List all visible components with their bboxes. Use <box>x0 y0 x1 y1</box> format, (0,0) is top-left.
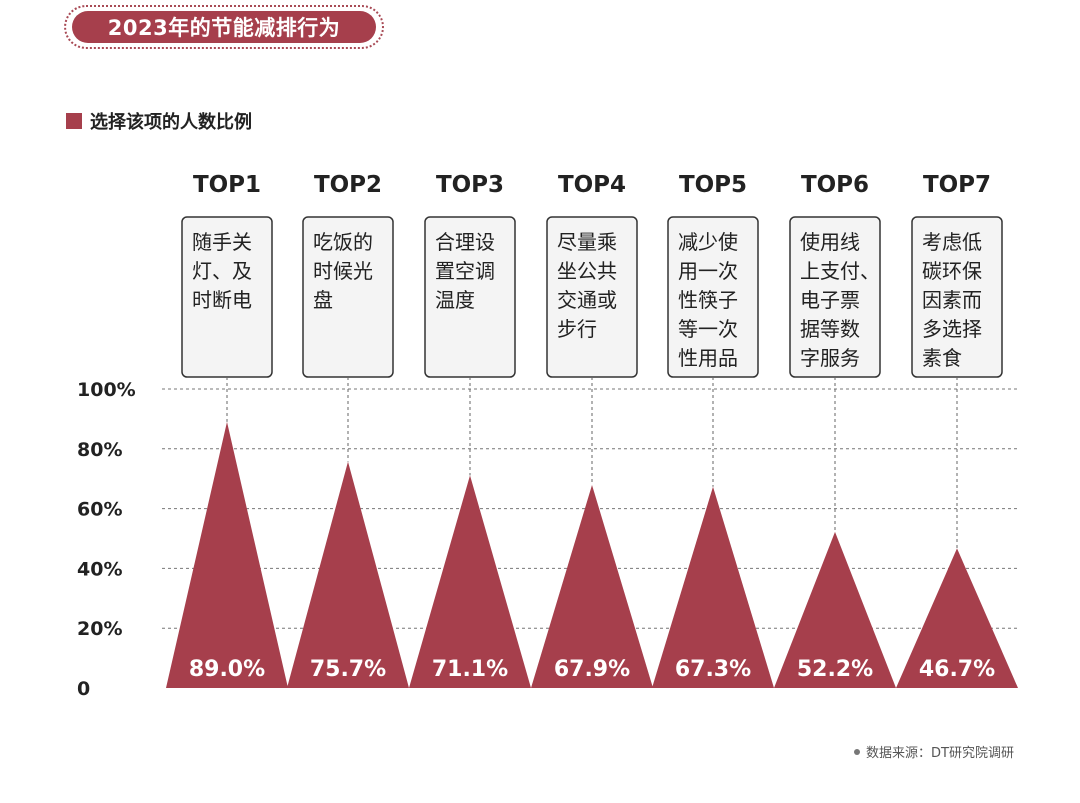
bar <box>531 484 653 688</box>
category-label: 盘 <box>313 288 333 312</box>
category-label: 时候光 <box>313 259 373 283</box>
category-label: 步行 <box>557 317 597 341</box>
y-tick-label: 80% <box>77 439 122 461</box>
category-label: 电子票 <box>800 288 860 312</box>
rank-label: TOP4 <box>558 172 626 198</box>
value-label: 52.2% <box>797 657 873 682</box>
category-label: 性用品 <box>678 346 738 370</box>
bar <box>409 475 531 688</box>
title-badge: 2023年的节能减排行为 <box>64 5 384 49</box>
category-label: 置空调 <box>435 259 495 283</box>
source-text: 数据来源：DT研究院调研 <box>866 746 1014 761</box>
category-label: 字服务 <box>800 346 860 370</box>
category-label: 等一次 <box>678 317 738 341</box>
category-label: 据等数 <box>800 317 860 341</box>
data-source: 数据来源：DT研究院调研 <box>854 742 1014 761</box>
rank-label: TOP7 <box>923 172 991 198</box>
category-label: 随手关 <box>192 230 252 254</box>
category-label: 尽量乘 <box>557 230 617 254</box>
y-tick-label: 100% <box>77 379 136 401</box>
bullet-icon <box>854 748 861 755</box>
category-label: 考虑低 <box>922 230 982 254</box>
rank-label: TOP6 <box>801 172 869 198</box>
rank-label: TOP3 <box>436 172 504 198</box>
value-label: 46.7% <box>919 657 995 682</box>
category-label: 多选择 <box>922 317 982 341</box>
category-label: 碳环保 <box>922 259 982 283</box>
category-label: 使用线 <box>800 230 860 254</box>
bar <box>896 548 1018 688</box>
legend: 选择该项的人数比例 <box>66 108 252 134</box>
value-label: 67.3% <box>675 657 751 682</box>
rank-label: TOP2 <box>314 172 382 198</box>
bar <box>166 421 288 688</box>
legend-swatch <box>66 113 82 129</box>
page-title: 2023年的节能减排行为 <box>72 11 376 43</box>
rank-label: TOP5 <box>679 172 747 198</box>
category-label: 素食 <box>922 346 962 370</box>
category-label: 减少使 <box>678 230 738 254</box>
value-label: 67.9% <box>554 657 630 682</box>
category-label: 交通或 <box>557 288 617 312</box>
category-label: 时断电 <box>192 288 252 312</box>
category-label: 吃饭的 <box>313 230 373 254</box>
category-label: 上支付、 <box>800 259 880 283</box>
category-label: 坐公共 <box>557 259 617 283</box>
category-label: 温度 <box>435 288 475 312</box>
category-label: 灯、及 <box>192 259 252 283</box>
category-label: 用一次 <box>678 259 738 283</box>
rank-label: TOP1 <box>193 172 261 198</box>
y-tick-label: 40% <box>77 558 122 580</box>
value-label: 71.1% <box>432 657 508 682</box>
bar <box>287 461 409 688</box>
category-label: 因素而 <box>922 288 982 312</box>
category-label: 性筷子 <box>678 288 738 312</box>
bar <box>652 486 774 688</box>
y-tick-label: 60% <box>77 499 122 521</box>
value-label: 75.7% <box>310 657 386 682</box>
bar <box>774 531 896 688</box>
category-label: 合理设 <box>435 230 495 254</box>
y-tick-label: 0 <box>77 678 90 700</box>
legend-label: 选择该项的人数比例 <box>90 112 252 133</box>
y-tick-label: 20% <box>77 618 122 640</box>
value-label: 89.0% <box>189 657 265 682</box>
